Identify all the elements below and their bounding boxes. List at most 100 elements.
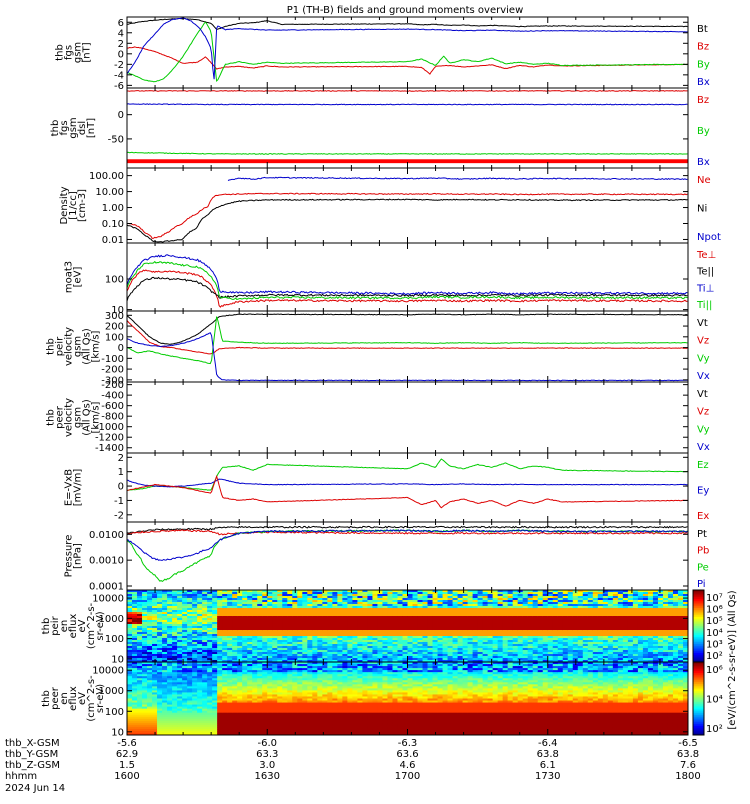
panel-frame xyxy=(127,522,688,590)
legend-Te||: Te|| xyxy=(696,267,714,278)
panel-content-efield xyxy=(127,459,687,508)
panel-content-peer_eflux xyxy=(127,662,689,736)
legend-Ez: Ez xyxy=(697,460,709,471)
legend-Te⊥: Te⊥ xyxy=(696,250,716,261)
ytick-label: -800 xyxy=(101,412,124,423)
ytick-label: 100 xyxy=(105,332,124,343)
ytick-label: 1 xyxy=(118,467,124,478)
panel-density: 100.0010.001.000.100.01Density[1/cc][cm-… xyxy=(59,168,721,246)
series-line-Ez xyxy=(127,459,687,491)
series-line-Te⊥ xyxy=(127,270,687,307)
legend-Ex: Ex xyxy=(697,511,709,522)
legend-Pi: Pi xyxy=(697,579,706,590)
legend-Ne: Ne xyxy=(697,175,711,186)
panel-content-fgs_gsm_dsl xyxy=(127,91,688,164)
panel-frame xyxy=(127,453,688,522)
legend-Ti⊥: Ti⊥ xyxy=(696,283,714,294)
ytick-label: 4 xyxy=(118,28,124,39)
legend-Vx: Vx xyxy=(697,442,710,453)
legend-Vt: Vt xyxy=(697,318,708,329)
panel-content-fgs_gsm xyxy=(127,18,687,82)
legend-Bz: Bz xyxy=(697,95,709,106)
panel-content-pressure xyxy=(127,526,687,581)
ytick-label: -2 xyxy=(114,60,124,71)
series-line-Npot xyxy=(228,177,687,180)
ylabel-line: [nT] xyxy=(86,118,97,138)
legend-Vx: Vx xyxy=(697,371,710,382)
ytick-label: -200 xyxy=(101,380,124,391)
panel-peer_eflux: 10000100010010thbpeerenefluxeV(cm^2-s-sr… xyxy=(41,662,689,738)
panel-content-peir_velocity xyxy=(127,314,687,381)
panels-group: 6420-2-4-6thbfgsgsm[nT]BtBzByBx0-50thbfg… xyxy=(41,17,738,738)
series-line-Ni xyxy=(127,199,687,242)
ytick-label: 0 xyxy=(118,49,124,60)
ytick-label: -50 xyxy=(108,134,124,145)
panel-frame xyxy=(127,311,688,382)
series-line-Bx xyxy=(127,104,687,105)
ylabel-line: [nPa] xyxy=(73,543,84,569)
ytick-label: -600 xyxy=(101,401,124,412)
ytick-label: 0.0010 xyxy=(89,556,124,567)
legend-Ni: Ni xyxy=(697,204,707,215)
ytick-label: -200 xyxy=(101,365,124,376)
series-line-Vx xyxy=(127,333,687,381)
ytick-label: 0.10 xyxy=(102,219,124,230)
panel-content-peir_eflux xyxy=(127,590,689,663)
ytick-label: 0.0100 xyxy=(89,530,124,541)
ytick-label: 0 xyxy=(118,110,124,121)
ytick-label: 6 xyxy=(118,18,124,29)
ytick-label: -6 xyxy=(114,81,124,92)
ytick-label: -400 xyxy=(101,391,124,402)
legend-Pe: Pe xyxy=(697,562,709,573)
legend-Ey: Ey xyxy=(697,486,709,497)
ylabel-line: [mV/m] xyxy=(73,469,84,507)
panel-frame xyxy=(127,88,688,168)
legend-Vy: Vy xyxy=(697,353,710,364)
legend-Vz: Vz xyxy=(697,407,709,418)
series-line-By xyxy=(127,152,687,154)
ylabel-line: [eV] xyxy=(73,267,84,288)
panel-content-density xyxy=(127,177,687,242)
panel-frame xyxy=(127,382,688,453)
legend-Bz: Bz xyxy=(697,42,709,53)
ytick-label: 10.00 xyxy=(95,187,124,198)
ytick-label: 100.00 xyxy=(89,171,124,182)
ytick-label: 0.0001 xyxy=(89,581,124,592)
ytick-label: 0.01 xyxy=(102,235,124,246)
series-line-Bx xyxy=(127,18,687,79)
series-line-Vz xyxy=(127,321,687,354)
ytick-label: -4 xyxy=(114,70,124,81)
legend-Pt: Pt xyxy=(697,529,707,540)
ytick-label: 0 xyxy=(118,343,124,354)
legend-Bx: Bx xyxy=(697,157,710,168)
series-line-Ey xyxy=(127,479,687,487)
ytick-label: 300 xyxy=(105,311,124,322)
legend-Vz: Vz xyxy=(697,336,709,347)
legend-By: By xyxy=(697,126,710,137)
ytick-label: -2 xyxy=(114,510,124,521)
ytick-label: 2 xyxy=(118,39,124,50)
series-line-Ti⊥ xyxy=(127,255,687,295)
legend-Bt: Bt xyxy=(697,24,708,35)
ylabel-line: [km/s] xyxy=(91,401,102,433)
panel-peir_velocity: 3002001000-100-200-300thbpeirvelocitygsm… xyxy=(46,311,710,387)
ytick-label: -100 xyxy=(101,354,124,365)
ytick-label: 10 xyxy=(111,654,124,665)
ytick-label: 100 xyxy=(105,634,124,645)
ytick-label: 100 xyxy=(105,274,124,285)
legend-Pb: Pb xyxy=(697,546,709,557)
legend-Vt: Vt xyxy=(697,389,708,400)
ylabel-line: sr-eV) xyxy=(95,611,106,640)
legend-Bx: Bx xyxy=(697,77,710,88)
ytick-label: -1 xyxy=(114,496,124,507)
ytick-label: 2 xyxy=(118,453,124,464)
ytick-label: 1.00 xyxy=(102,203,124,214)
panel-content-temperature xyxy=(127,255,687,307)
panel-peir_eflux: 10000100010010thbpeirenefluxeV(cm^2-s-sr… xyxy=(41,590,689,665)
